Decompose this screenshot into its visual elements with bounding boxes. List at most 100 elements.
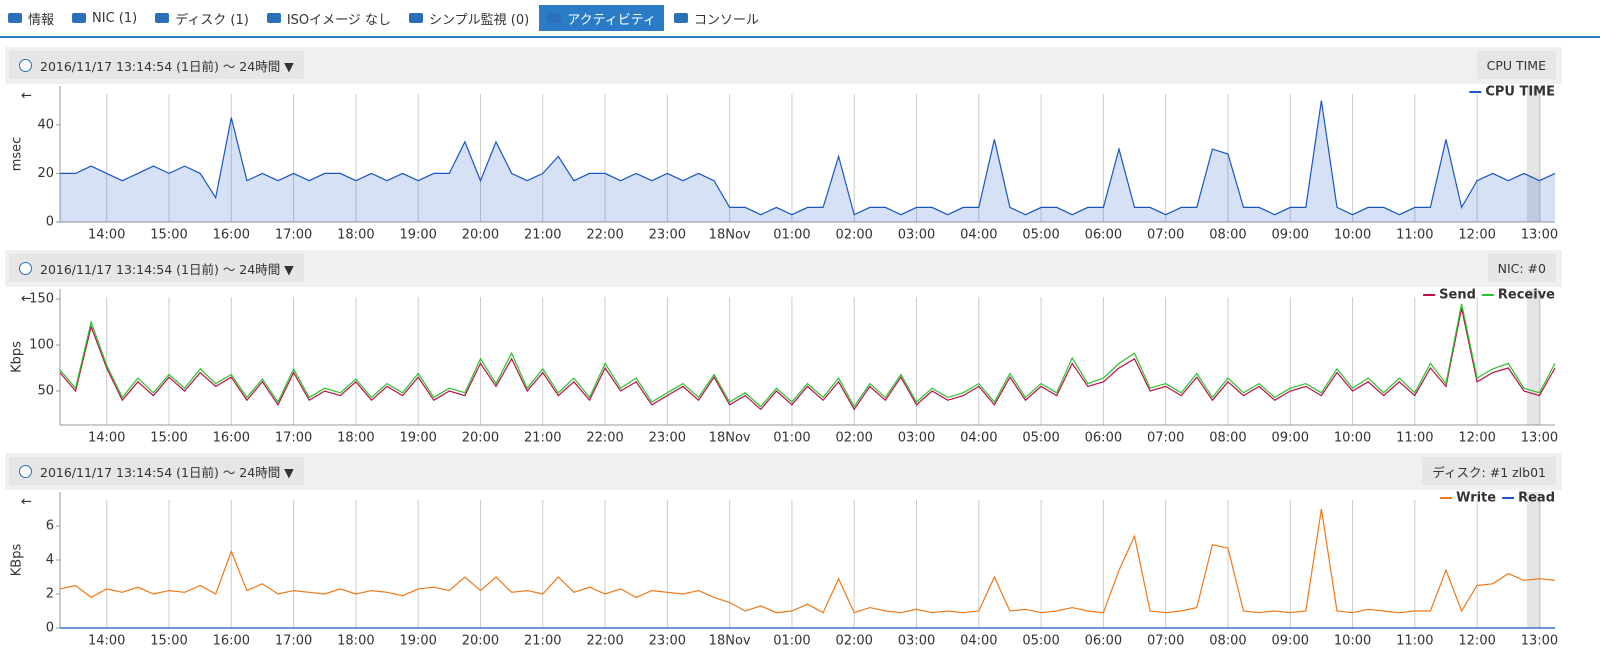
clock-icon xyxy=(19,58,32,72)
legend-label[interactable]: CPU TIME xyxy=(1485,85,1555,100)
chart: ← KBps 14:00 15:00 16:00 17:00 18:00 19:00 20:00… xyxy=(5,490,1562,650)
x-tick-label: 05:00 xyxy=(1022,431,1059,446)
back-arrow[interactable]: ← xyxy=(21,292,32,307)
range-selector[interactable]: 2016/11/17 13:14:54 (1日前) 〜 24時間 ▼ xyxy=(9,457,304,485)
legend-label[interactable]: Write xyxy=(1456,491,1496,506)
x-tick-label: 21:00 xyxy=(524,431,561,446)
x-tick-label: 01:00 xyxy=(773,634,810,649)
tab[interactable]: 情報 xyxy=(0,5,62,31)
chart-panel: 2016/11/17 13:14:54 (1日前) 〜 24時間 ▼ NIC: #… xyxy=(5,250,1562,447)
x-tick-label: 19:00 xyxy=(399,431,436,446)
tab-label: シンプル監視 (0) xyxy=(429,12,530,28)
y-tick-label: 4 xyxy=(46,553,54,568)
x-tick-label: 18Nov xyxy=(709,634,751,649)
x-tick-label: 08:00 xyxy=(1209,634,1246,649)
x-tick-label: 02:00 xyxy=(835,431,872,446)
x-tick-label: 03:00 xyxy=(898,431,935,446)
x-tick-label: 01:00 xyxy=(773,431,810,446)
y-axis-label: KBps xyxy=(10,544,25,577)
x-tick-label: 23:00 xyxy=(649,634,686,649)
tab[interactable]: ディスク (1) xyxy=(147,5,257,31)
back-arrow[interactable]: ← xyxy=(21,89,32,104)
x-tick-label: 22:00 xyxy=(586,431,623,446)
right-shade xyxy=(1527,492,1541,628)
x-tick-label: 19:00 xyxy=(399,228,436,243)
x-tick-label: 05:00 xyxy=(1022,228,1059,243)
x-tick-label: 11:00 xyxy=(1396,634,1433,649)
tab-icon xyxy=(547,13,562,23)
legend-label[interactable]: Read xyxy=(1518,491,1555,506)
tab[interactable]: シンプル監視 (0) xyxy=(401,5,537,31)
clock-icon xyxy=(19,464,32,478)
x-tick-label: 15:00 xyxy=(150,634,187,649)
x-tick-label: 06:00 xyxy=(1085,431,1122,446)
x-tick-label: 14:00 xyxy=(88,228,125,243)
x-tick-label: 06:00 xyxy=(1085,228,1122,243)
x-tick-label: 15:00 xyxy=(150,228,187,243)
x-tick-label: 08:00 xyxy=(1209,228,1246,243)
x-tick-label: 20:00 xyxy=(462,228,499,243)
x-tick-label: 12:00 xyxy=(1458,634,1495,649)
x-tick-label: 05:00 xyxy=(1022,634,1059,649)
y-tick-label: 20 xyxy=(37,166,54,181)
x-tick-label: 13:00 xyxy=(1521,431,1558,446)
range-text: 2016/11/17 13:14:54 (1日前) 〜 24時間 ▼ xyxy=(40,58,294,74)
legend: CPU TIME xyxy=(1469,85,1555,100)
tab-icon xyxy=(8,13,22,23)
y-tick-label: 6 xyxy=(46,519,54,534)
x-tick-label: 23:00 xyxy=(649,228,686,243)
tab[interactable]: コンソール xyxy=(666,5,767,31)
x-tick-label: 20:00 xyxy=(462,431,499,446)
x-tick-label: 21:00 xyxy=(524,228,561,243)
panel-label: NIC: #0 xyxy=(1487,254,1556,282)
range-text: 2016/11/17 13:14:54 (1日前) 〜 24時間 ▼ xyxy=(40,261,294,277)
x-tick-label: 14:00 xyxy=(88,634,125,649)
series-line xyxy=(60,100,1556,216)
x-tick-label: 11:00 xyxy=(1396,431,1433,446)
x-tick-label: 17:00 xyxy=(275,634,312,649)
y-tick-label: 50 xyxy=(37,384,54,399)
y-tick-label: 100 xyxy=(29,338,54,353)
x-tick-label: 16:00 xyxy=(213,634,250,649)
x-tick-label: 23:00 xyxy=(649,431,686,446)
chart-panel: 2016/11/17 13:14:54 (1日前) 〜 24時間 ▼ CPU TI… xyxy=(5,47,1562,244)
x-tick-label: 20:00 xyxy=(462,634,499,649)
x-tick-label: 10:00 xyxy=(1334,431,1371,446)
x-tick-label: 22:00 xyxy=(586,228,623,243)
tab[interactable]: ISOイメージ なし xyxy=(259,5,399,31)
x-tick-label: 07:00 xyxy=(1147,228,1184,243)
legend-label[interactable]: Send xyxy=(1439,288,1476,303)
chart: ← msec 14:00 15:00 16:00 17:00 18:00 19:00 20:00… xyxy=(5,84,1562,244)
x-tick-label: 17:00 xyxy=(275,228,312,243)
legend-label[interactable]: Receive xyxy=(1498,288,1555,303)
x-tick-label: 18Nov xyxy=(709,228,751,243)
tab-label: ディスク (1) xyxy=(175,12,249,28)
chart: ← Kbps 14:00 15:00 16:00 17:00 18:00 19:00 20:00… xyxy=(5,287,1562,447)
range-selector[interactable]: 2016/11/17 13:14:54 (1日前) 〜 24時間 ▼ xyxy=(9,51,304,79)
x-tick-label: 12:00 xyxy=(1458,228,1495,243)
range-selector[interactable]: 2016/11/17 13:14:54 (1日前) 〜 24時間 ▼ xyxy=(9,254,304,282)
tab[interactable]: アクティビティ xyxy=(539,5,665,31)
x-tick-label: 04:00 xyxy=(960,228,997,243)
tab-label: ISOイメージ なし xyxy=(286,12,392,28)
y-axis-label: msec xyxy=(10,137,25,172)
panel-label: ディスク: #1 zlb01 xyxy=(1422,457,1556,485)
x-tick-label: 18:00 xyxy=(337,634,374,649)
x-tick-label: 10:00 xyxy=(1334,634,1371,649)
x-tick-label: 11:00 xyxy=(1396,228,1433,243)
x-tick-label: 03:00 xyxy=(898,634,935,649)
x-tick-label: 09:00 xyxy=(1272,228,1309,243)
tab[interactable]: NIC (1) xyxy=(64,5,145,31)
x-tick-label: 08:00 xyxy=(1209,431,1246,446)
legend: Read Write xyxy=(1440,491,1555,506)
y-tick-label: 0 xyxy=(46,621,54,636)
back-arrow[interactable]: ← xyxy=(21,495,32,510)
x-tick-label: 09:00 xyxy=(1272,431,1309,446)
panel-label: CPU TIME xyxy=(1476,51,1556,79)
x-tick-label: 04:00 xyxy=(960,431,997,446)
x-tick-label: 16:00 xyxy=(213,431,250,446)
right-shade xyxy=(1527,289,1541,425)
clock-icon xyxy=(19,261,32,275)
area xyxy=(60,100,1555,222)
y-tick-label: 0 xyxy=(46,215,54,230)
